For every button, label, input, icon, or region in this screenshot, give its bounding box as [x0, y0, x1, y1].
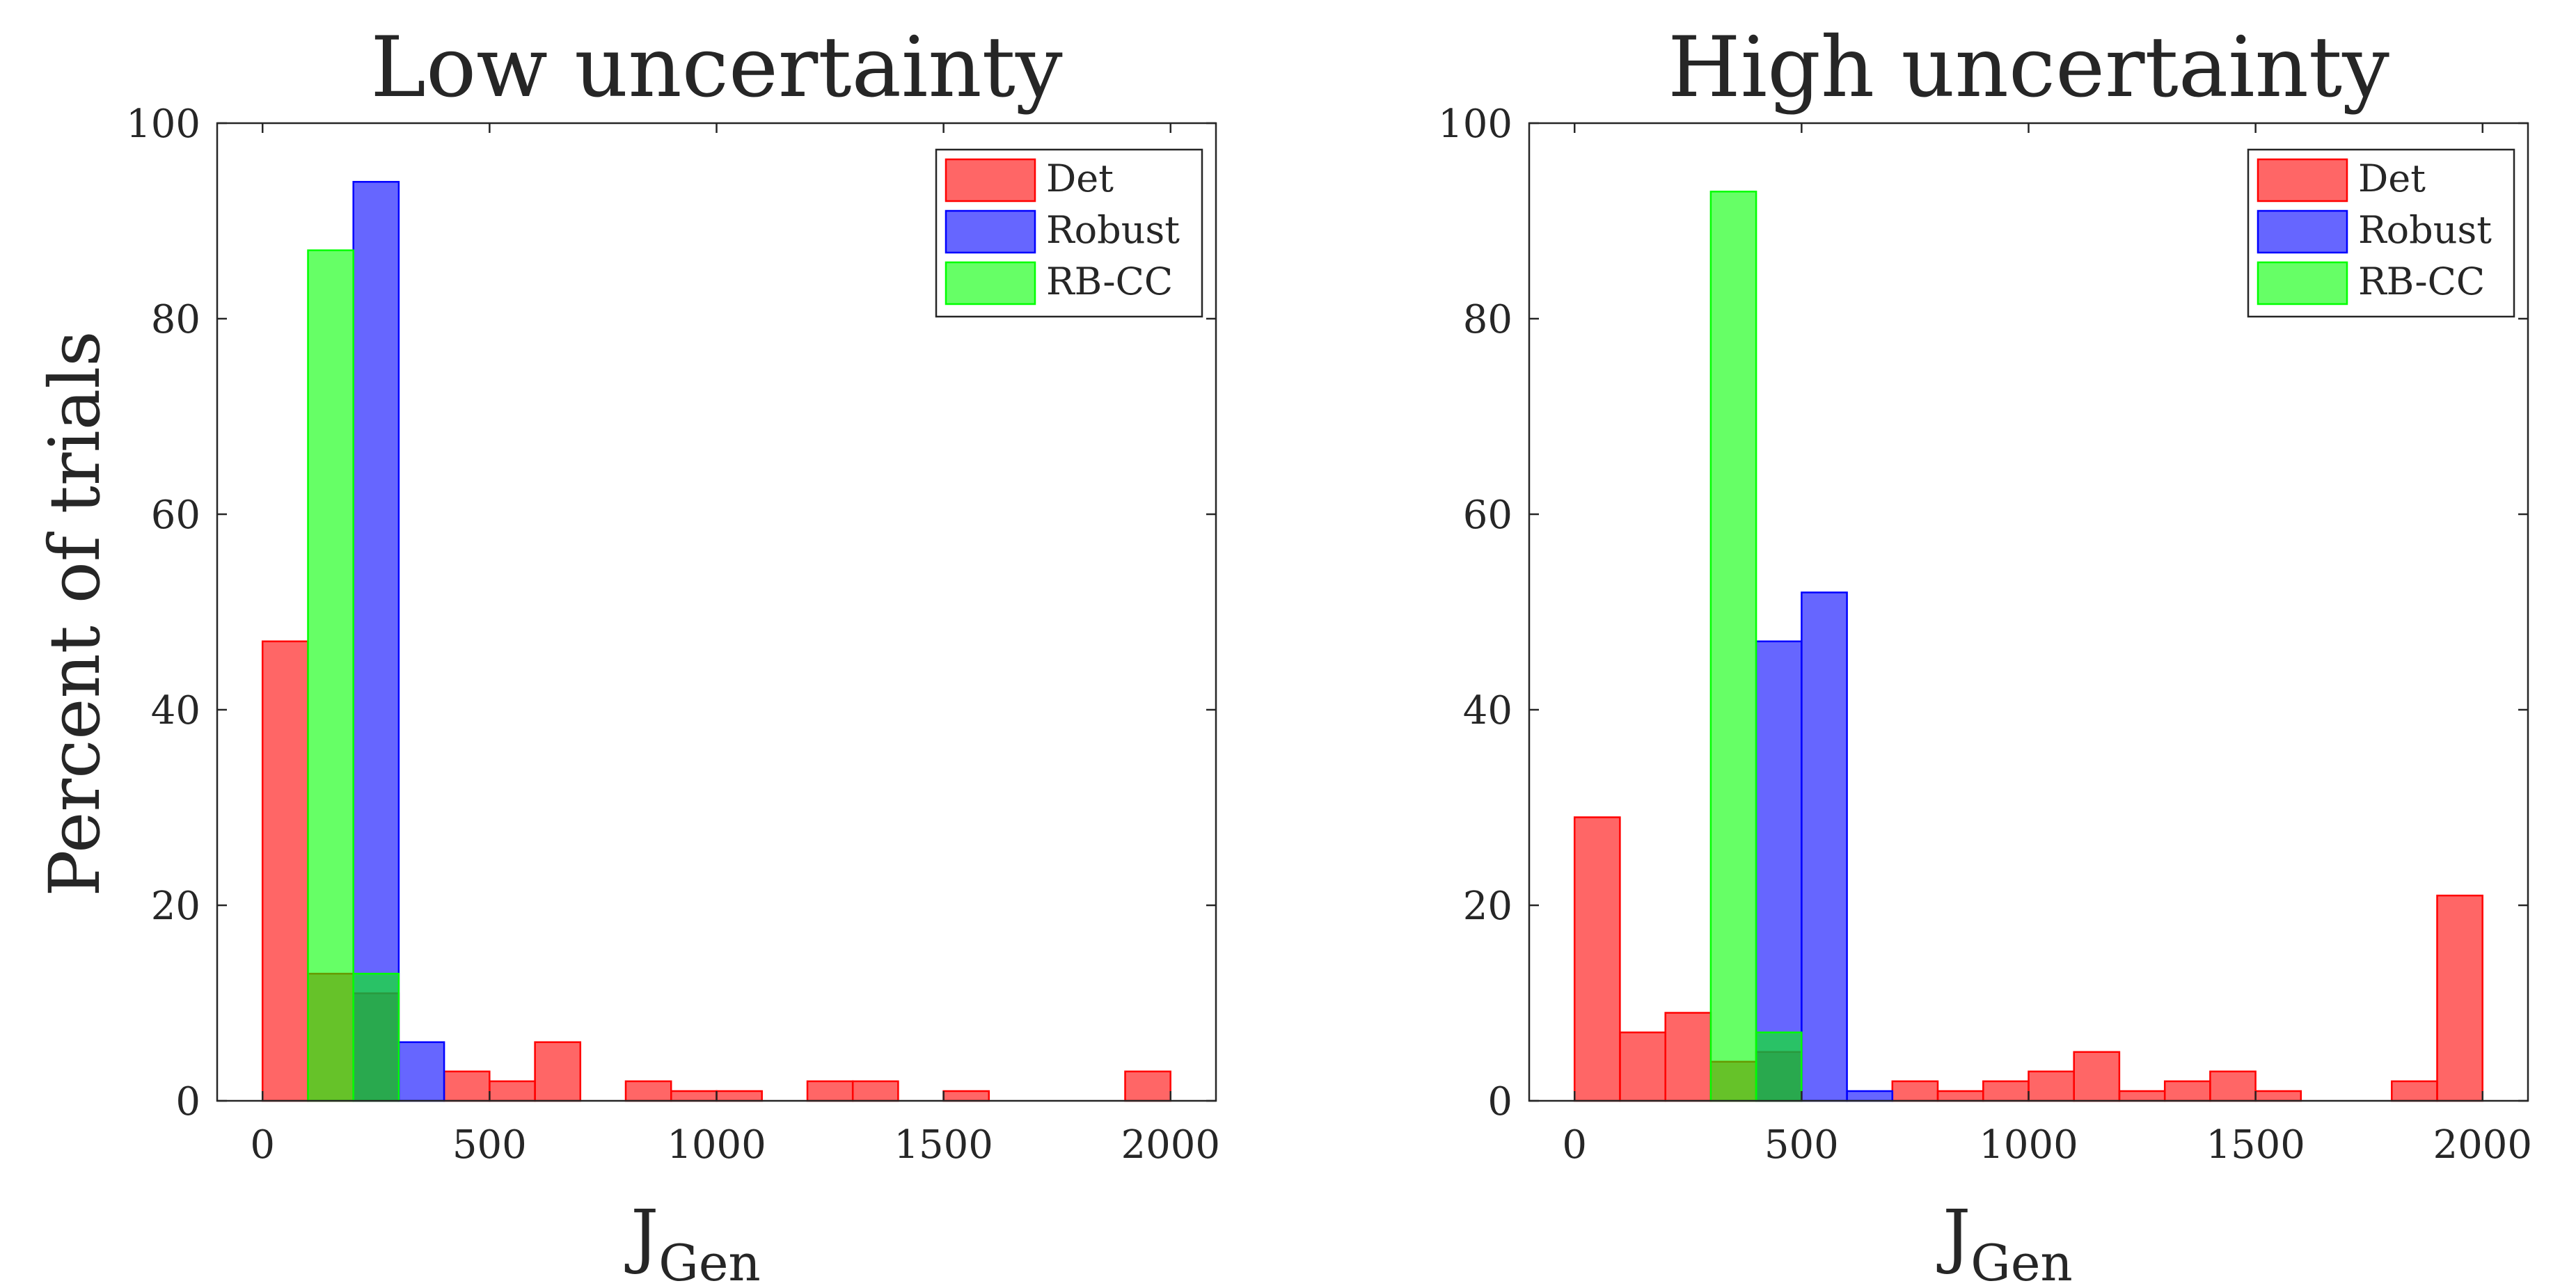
bar-det-200 [1664, 1012, 1712, 1102]
legend-swatch-rb-cc [2257, 261, 2348, 305]
y-tick-label: 20 [1463, 884, 1512, 929]
y-tick-label: 80 [1463, 297, 1512, 342]
x-axis-label: JGen [624, 1195, 761, 1288]
x-tick-label: 500 [1764, 1122, 1839, 1168]
bar-rb-cc-300 [1709, 191, 1757, 1102]
x-axis-label-main: J [624, 1195, 658, 1276]
legend-label-rb-cc: RB-CC [2358, 260, 2485, 303]
bar-det-700 [1891, 1080, 1939, 1102]
legend-label-robust: Robust [1046, 208, 1180, 252]
legend-swatch-robust [2257, 209, 2348, 254]
bar-robust-600 [1846, 1090, 1894, 1102]
bar-det-500 [489, 1080, 536, 1102]
bar-det-800 [1936, 1090, 1984, 1102]
legend-swatch-robust [945, 209, 1036, 254]
x-axis-label-main: J [1936, 1195, 1970, 1276]
x-tick-label: 1500 [894, 1122, 993, 1168]
x-axis-label-sub: Gen [1970, 1234, 2073, 1288]
bar-det-1400 [2209, 1070, 2257, 1102]
bar-det-1200 [2118, 1090, 2166, 1102]
y-tick-label: 100 [1438, 102, 1512, 147]
bar-rb-cc-200 [352, 973, 400, 1102]
x-axis-label-sub: Gen [658, 1234, 761, 1288]
bar-det-900 [670, 1090, 718, 1102]
bar-det-400 [443, 1070, 491, 1102]
legend-label-det: Det [2358, 157, 2426, 200]
x-tick-label: 0 [1562, 1122, 1587, 1168]
bar-det-1900 [1124, 1070, 1171, 1102]
bar-det-1100 [2073, 1051, 2121, 1102]
bar-robust-500 [1801, 591, 1848, 1102]
bar-det-600 [534, 1041, 582, 1102]
bar-robust-300 [397, 1041, 445, 1102]
y-tick-label: 20 [151, 884, 200, 929]
x-axis-label: JGen [1936, 1195, 2073, 1288]
legend-swatch-det [2257, 158, 2348, 202]
legend: Det Robust RB-CC [2247, 148, 2515, 318]
bar-det-1000 [2028, 1070, 2075, 1102]
y-tick-label: 60 [1463, 493, 1512, 538]
x-tick-label: 500 [452, 1122, 527, 1168]
bar-rb-cc-100 [307, 249, 354, 1102]
bar-robust-200 [352, 181, 400, 1102]
y-tick-label: 100 [126, 102, 200, 147]
legend-label-robust: Robust [2358, 208, 2492, 252]
y-tick-label: 60 [151, 493, 200, 538]
legend-swatch-det [945, 158, 1036, 202]
bar-det-1500 [2254, 1090, 2302, 1102]
bar-det-1000 [716, 1090, 763, 1102]
legend-swatch-rb-cc [945, 261, 1036, 305]
bar-det-1800 [2391, 1080, 2438, 1102]
chart-title: High uncertainty [1668, 19, 2389, 116]
bar-det-900 [1982, 1080, 2030, 1102]
bar-det-0 [1573, 816, 1621, 1102]
bar-det-1900 [2436, 894, 2483, 1102]
bar-det-1300 [851, 1080, 899, 1102]
bar-det-100 [1619, 1031, 1666, 1102]
y-tick-label: 0 [1487, 1079, 1512, 1124]
legend: Det Robust RB-CC [935, 148, 1203, 318]
panel-high-uncertainty: High uncertainty 0 500 1000 1500 2000 0 20 40 60 8… [1438, 19, 2532, 1288]
panel-low-uncertainty: Low uncertainty 0 500 1000 1500 2000 0 20 40 60 80… [126, 19, 1220, 1288]
x-tick-label: 2000 [2433, 1122, 2533, 1168]
bar-rb-cc-400 [1755, 1031, 1803, 1102]
y-tick-label: 80 [151, 297, 200, 342]
y-tick-label: 0 [175, 1079, 200, 1124]
bar-det-1500 [942, 1090, 990, 1102]
x-tick-label: 1500 [2206, 1122, 2305, 1168]
bar-det-800 [624, 1080, 672, 1102]
chart-title: Low uncertainty [370, 19, 1063, 116]
x-tick-label: 1000 [667, 1122, 766, 1168]
x-tick-label: 2000 [1121, 1122, 1221, 1168]
bar-det-0 [261, 640, 309, 1102]
legend-label-det: Det [1046, 157, 1114, 200]
x-tick-label: 0 [250, 1122, 275, 1168]
bar-det-1200 [806, 1080, 854, 1102]
x-tick-label: 1000 [1979, 1122, 2078, 1168]
y-tick-label: 40 [1463, 688, 1512, 733]
y-axis-label: Percent of trials [34, 331, 116, 896]
y-tick-label: 40 [151, 688, 200, 733]
bar-robust-400 [1755, 640, 1803, 1102]
bar-det-1300 [2163, 1080, 2211, 1102]
legend-label-rb-cc: RB-CC [1046, 260, 1173, 303]
